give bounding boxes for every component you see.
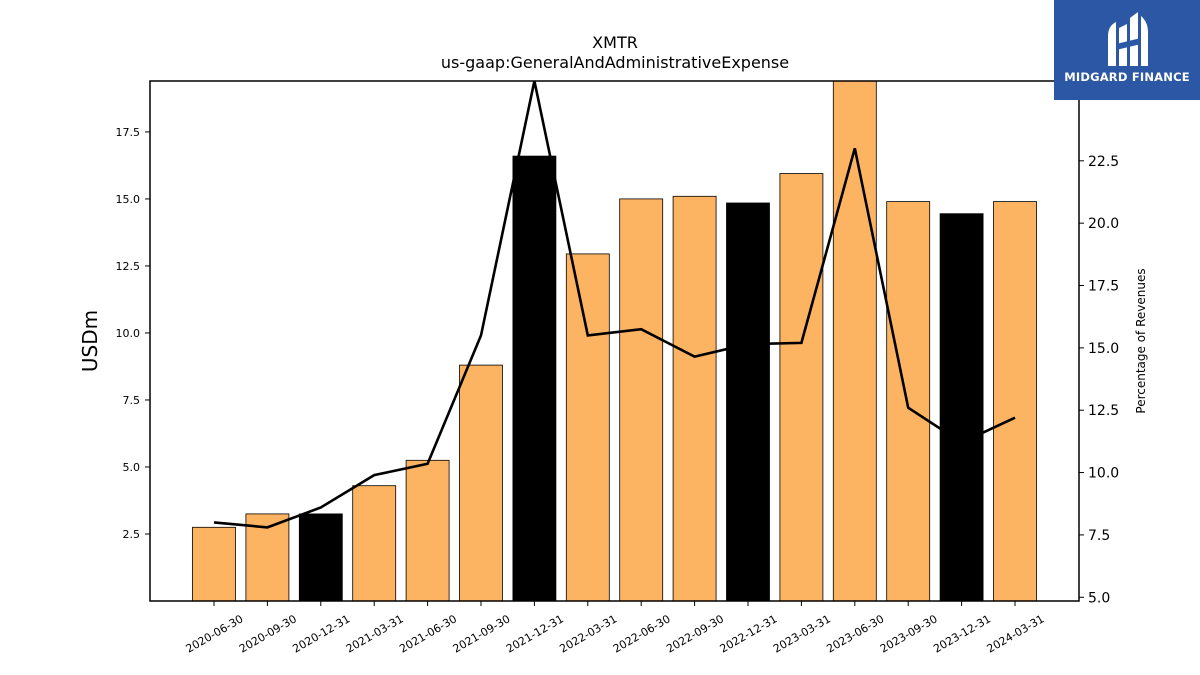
y2-tick-label-7.5: 7.5: [1088, 528, 1110, 544]
bar-2021-09-30: [459, 364, 503, 602]
y2-tick-label-10.0: 10.0: [1088, 466, 1119, 482]
y2-tick-label-5.0: 5.0: [1088, 590, 1110, 606]
y-tick-label-15.0: 15.0: [116, 193, 141, 206]
percentage-of-revenues-line: [213, 80, 1016, 529]
bar-2022-06-30: [619, 198, 664, 602]
x-tick-label-2022-12-31: 2022-12-31: [718, 612, 780, 655]
logo-text: MIDGARD FINANCE: [1064, 70, 1190, 84]
bar-2022-03-31: [565, 253, 610, 602]
bar-2024-03-31: [993, 201, 1037, 602]
y2-tick-label-17.5: 17.5: [1088, 279, 1119, 295]
logo-mark-icon: [1108, 12, 1148, 66]
y2-tick-label-22.5: 22.5: [1088, 154, 1119, 170]
plot-frame: [149, 80, 1080, 602]
x-tick-label-2022-09-30: 2022-09-30: [664, 612, 726, 655]
bar-2023-06-30: [832, 80, 877, 602]
x-tick-label-2024-03-31: 2024-03-31: [985, 612, 1047, 655]
bar-2023-12-31: [939, 213, 984, 602]
x-tick-label-2020-09-30: 2020-09-30: [237, 612, 299, 655]
x-tick-label-2023-06-30: 2023-06-30: [824, 612, 886, 655]
x-tick-label-2023-03-31: 2023-03-31: [771, 612, 833, 655]
y-tick-label-10.0: 10.0: [116, 327, 141, 340]
x-tick-label-2022-06-30: 2022-06-30: [611, 612, 673, 655]
x-tick-label-2020-12-31: 2020-12-31: [290, 612, 352, 655]
x-tick-label-2023-12-31: 2023-12-31: [931, 612, 993, 655]
y-tick-label-17.5: 17.5: [116, 126, 141, 139]
y-axis-label: USDm: [78, 310, 102, 372]
x-tick-label-2021-12-31: 2021-12-31: [504, 612, 566, 655]
bar-2021-06-30: [405, 459, 450, 602]
x-tick-label-2020-06-30: 2020-06-30: [184, 612, 246, 655]
y-tick-label-7.5: 7.5: [123, 394, 141, 407]
x-tick-label-2021-03-31: 2021-03-31: [344, 612, 406, 655]
x-tick-label-2021-09-30: 2021-09-30: [451, 612, 513, 655]
bar-2022-12-31: [726, 202, 770, 602]
chart-title: XMTR: [592, 33, 638, 52]
x-tick-label-2022-03-31: 2022-03-31: [557, 612, 619, 655]
y-tick-label-2.5: 2.5: [123, 528, 141, 541]
y2-tick-label-20.0: 20.0: [1088, 216, 1119, 232]
bar-2023-03-31: [779, 173, 824, 602]
bar-2020-06-30: [192, 526, 236, 602]
y-tick-label-5.0: 5.0: [123, 461, 141, 474]
chart-subtitle: us-gaap:GeneralAndAdministrativeExpense: [441, 53, 789, 72]
x-tick-label-2023-09-30: 2023-09-30: [878, 612, 940, 655]
y2-axis-label: Percentage of Revenues: [1134, 268, 1148, 413]
x-tick-label-2021-06-30: 2021-06-30: [397, 612, 459, 655]
bar-2022-09-30: [672, 195, 717, 602]
y2-tick-label-15.0: 15.0: [1088, 341, 1119, 357]
y-tick-label-12.5: 12.5: [116, 260, 141, 273]
midgard-finance-logo: MIDGARD FINANCE: [1054, 0, 1200, 100]
bar-2021-12-31: [512, 155, 557, 602]
y2-tick-label-12.5: 12.5: [1088, 403, 1119, 419]
bar-2020-12-31: [298, 513, 343, 602]
bar-2021-03-31: [352, 485, 397, 602]
